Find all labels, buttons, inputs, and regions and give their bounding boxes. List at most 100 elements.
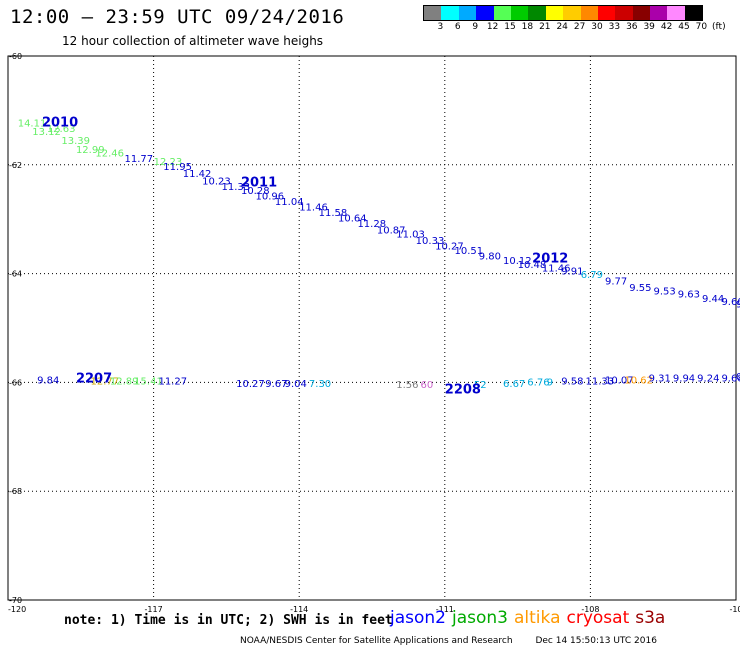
observation-label-jason2: 11.04 (275, 197, 304, 208)
observation-label-jason2: 9.80 (479, 251, 501, 262)
color-scale-label: 21 (539, 22, 551, 32)
track-label: 2208 (445, 382, 481, 397)
observation-label-jason2: 13.39 (61, 136, 90, 147)
observation-label-jason2: 10.33 (416, 236, 445, 247)
observation-label-jason2: 13.12 (32, 127, 61, 138)
legend-item-jason3: jason3 (452, 608, 508, 628)
x-tick-label: -114 (290, 605, 308, 614)
legend-item-altika: altika (514, 608, 561, 628)
footer-timestamp: Dec 14 15:50:13 UTC 2016 (535, 636, 657, 646)
color-scale-labels: 3 6 9 12 15 18 21 24 27 30 33 36 39 42 45 70 (ft) (423, 22, 740, 34)
observation-label-jason3: 9.94 (673, 373, 695, 384)
color-scale-bar (423, 5, 704, 21)
observation-label-jason2: 6.79 (581, 270, 603, 281)
observation-label-jason3: 9.68 (721, 373, 740, 384)
observation-label-jason3: 9.24 (697, 373, 719, 384)
y-tick-label: -66 (9, 378, 22, 387)
track-label: 2010 (42, 116, 78, 131)
observation-label-jason2: 11.77 (124, 154, 153, 165)
observation-label-jason2: 11.28 (357, 219, 386, 230)
footer-credit: NOAA/NESDIS Center for Satellite Applica… (240, 636, 513, 646)
color-swatch (545, 6, 564, 20)
legend-item-s3a: s3a (635, 608, 666, 628)
y-tick-label: -70 (9, 596, 22, 605)
color-swatch (493, 6, 511, 20)
color-scale-label: 18 (521, 22, 534, 32)
observation-label-jason3: 12.89 (110, 377, 139, 388)
observation-label-jason2: 9 (736, 299, 740, 310)
observation-label-jason2: 9.63 (678, 290, 700, 301)
y-tick-label: -60 (9, 52, 22, 61)
color-scale-label: 70 (695, 22, 708, 32)
track-labels: 2010 2011 2012 2207 2208 (42, 116, 568, 398)
color-swatch (424, 6, 442, 20)
color-scale-label: (ft) (712, 22, 726, 32)
observation-label-jason2: 9.60 (721, 297, 740, 308)
observation-label-jason2: 11.03 (396, 230, 425, 241)
grid-lines (8, 56, 736, 600)
color-scale-label: 3 (437, 22, 444, 32)
color-swatch (597, 6, 616, 20)
x-tick-label: -10 (729, 605, 740, 614)
observation-label-jason2: 14.11 (18, 119, 47, 130)
observation-label-jason2: 10.64 (338, 213, 367, 224)
observation-label-jason3: 60 (421, 380, 434, 391)
color-scale-label: 42 (660, 22, 673, 32)
color-swatch (632, 6, 651, 20)
observation-label-jason3: 9 (547, 378, 553, 389)
legend-item-cryosat: cryosat (566, 608, 630, 628)
observation-label-jason2: 12.63 (47, 124, 76, 135)
color-swatch (510, 6, 529, 20)
x-tick-label: -111 (436, 605, 454, 614)
observation-label-jason3: 11.27 (158, 377, 187, 388)
color-scale-label: 24 (556, 22, 568, 32)
color-swatch (563, 6, 581, 20)
track-label: 2012 (532, 252, 568, 267)
observation-label-jason3: 15.41 (134, 377, 163, 388)
color-scale-label: 27 (573, 22, 586, 32)
observation-label-jason3: 9.04 (285, 379, 307, 390)
observation-label-jason3: 10.27 (236, 379, 265, 390)
color-scale-label: 12 (486, 22, 499, 32)
color-swatch (476, 6, 494, 20)
legend-item-jason2: jason2 (390, 608, 446, 628)
observation-label-jason3: 1.56 (396, 380, 418, 391)
observation-label-jason2: 9.77 (605, 276, 627, 287)
observation-label-jason2: 10.96 (256, 192, 285, 203)
observation-label-jason3: 0 (736, 372, 740, 383)
observation-label-jason2: 10.48 (518, 260, 547, 271)
units-note: note: 1) Time is in UTC; 2) SWH is in fe… (64, 613, 393, 628)
observation-label-jason2: 11.95 (163, 162, 192, 173)
observation-label-jason2: 12.23 (154, 157, 183, 168)
observation-label-jason2: 10.51 (455, 246, 484, 257)
observation-label-jason2: 9.53 (653, 286, 675, 297)
axis-ticks: -120 -117 -114 -111 -108 -10 -60 -62 -64 -66 -68 -7… (8, 52, 740, 614)
color-scale-label: 39 (643, 22, 655, 32)
observation-label-jason2: 10.27 (435, 242, 464, 253)
x-tick-label: -108 (581, 605, 599, 614)
track-label: 2011 (241, 176, 277, 191)
color-swatch (615, 6, 633, 20)
x-tick-label: -117 (145, 605, 163, 614)
observation-label-jason2: 10.87 (377, 225, 406, 236)
color-swatch (684, 6, 703, 20)
observation-label-jason3: 10.07 (605, 375, 634, 386)
color-swatch (528, 6, 546, 20)
observation-label-jason3: 7.30 (309, 379, 331, 390)
observation-label-jason3: 9.31 (649, 373, 671, 384)
observation-label-jason3: 9.58 (561, 377, 583, 388)
observation-label-jason3: 10.62 (624, 375, 653, 386)
color-swatch (580, 6, 598, 20)
observation-label-jason2: 12.46 (95, 149, 124, 160)
observation-label-jason2: 11.33 (222, 182, 251, 193)
observation-label-jason2: 11.46 (299, 202, 328, 213)
color-swatch (458, 6, 477, 20)
observation-label-jason3: 52 (474, 380, 487, 391)
observation-label-jason2: 11.46 (542, 263, 571, 274)
observation-label-jason3: 9.67 (265, 379, 287, 390)
observation-label-jason2: 9.55 (629, 283, 651, 294)
color-scale-label: 6 (454, 22, 461, 32)
observation-label-jason2: 10.28 (241, 186, 270, 197)
y-tick-label: -64 (9, 270, 22, 279)
